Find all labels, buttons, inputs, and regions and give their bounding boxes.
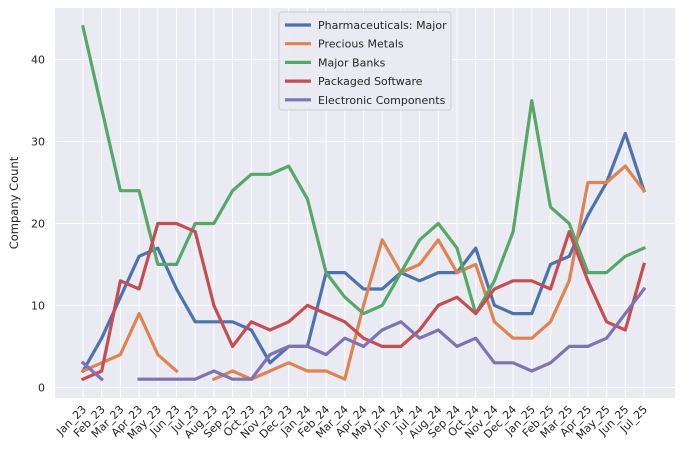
- series-line: [80, 360, 104, 382]
- series-pharmaceuticals-major: [80, 131, 647, 374]
- legend-label: Major Banks: [318, 56, 386, 69]
- legend-frame: [278, 11, 452, 111]
- legend-label: Electronic Components: [318, 94, 446, 107]
- series-electronic-components: [80, 286, 647, 382]
- series-major-banks: [81, 24, 647, 316]
- y-tick-label: 10: [31, 299, 45, 312]
- series-line: [137, 286, 647, 381]
- series-line: [211, 164, 647, 382]
- y-tick-label: 40: [31, 54, 45, 67]
- series-line: [81, 24, 647, 316]
- series-line: [80, 221, 646, 382]
- series-precious-metals: [80, 164, 647, 382]
- legend-label: Precious Metals: [318, 38, 404, 51]
- series-packaged-software: [80, 221, 646, 382]
- legend-label: Packaged Software: [318, 75, 423, 88]
- y-tick-label: 0: [38, 381, 45, 394]
- series-line: [80, 312, 179, 374]
- y-axis-label: Company Count: [7, 156, 21, 249]
- x-tick-labels: Jan_23Feb_23Mar_23Apr_23May_23Jun_23Jul_…: [53, 403, 650, 442]
- legend-label: Pharmaceuticals: Major: [318, 19, 447, 32]
- series-layer: [80, 24, 647, 382]
- y-tick-labels: 0 10 20 30 40: [31, 54, 45, 395]
- y-tick-label: 20: [31, 217, 45, 230]
- legend: Pharmaceuticals: Major Precious Metals Maj…: [278, 11, 452, 111]
- y-tick-label: 30: [31, 136, 45, 149]
- series-line: [80, 131, 647, 374]
